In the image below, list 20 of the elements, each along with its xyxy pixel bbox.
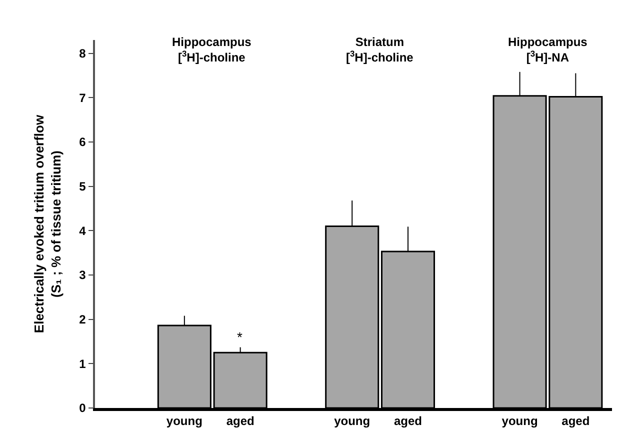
y-axis-title: Electrically evoked tritium overflow (S₁ ; % of tissue tritium) [32, 114, 64, 334]
y-tick-label: 2 [79, 312, 86, 327]
y-tick-label: 8 [79, 46, 86, 60]
y-tick-label: 7 [79, 90, 86, 105]
x-tick-label: aged [226, 414, 254, 428]
y-tick-label: 3 [79, 268, 86, 282]
y-tick-label: 5 [79, 180, 86, 194]
y-tick-label: 4 [79, 224, 86, 238]
annotation: * [237, 329, 243, 345]
x-tick-label: young [502, 414, 538, 428]
x-tick-label: young [334, 414, 370, 428]
x-tick-label: aged [562, 414, 590, 428]
x-tick-label: aged [394, 414, 422, 428]
x-tick-label: young [166, 414, 202, 428]
annotation: Striatum [$^{3}$H]-choline [346, 35, 414, 65]
y-tick-label: 1 [79, 356, 86, 371]
annotation: Hippocampus [$^{3}$H]-NA [508, 35, 588, 65]
y-tick-label: 0 [79, 401, 86, 416]
y-tick-label: 6 [79, 135, 86, 150]
annotation: Hippocampus [$^{3}$H]-choline [172, 35, 252, 65]
